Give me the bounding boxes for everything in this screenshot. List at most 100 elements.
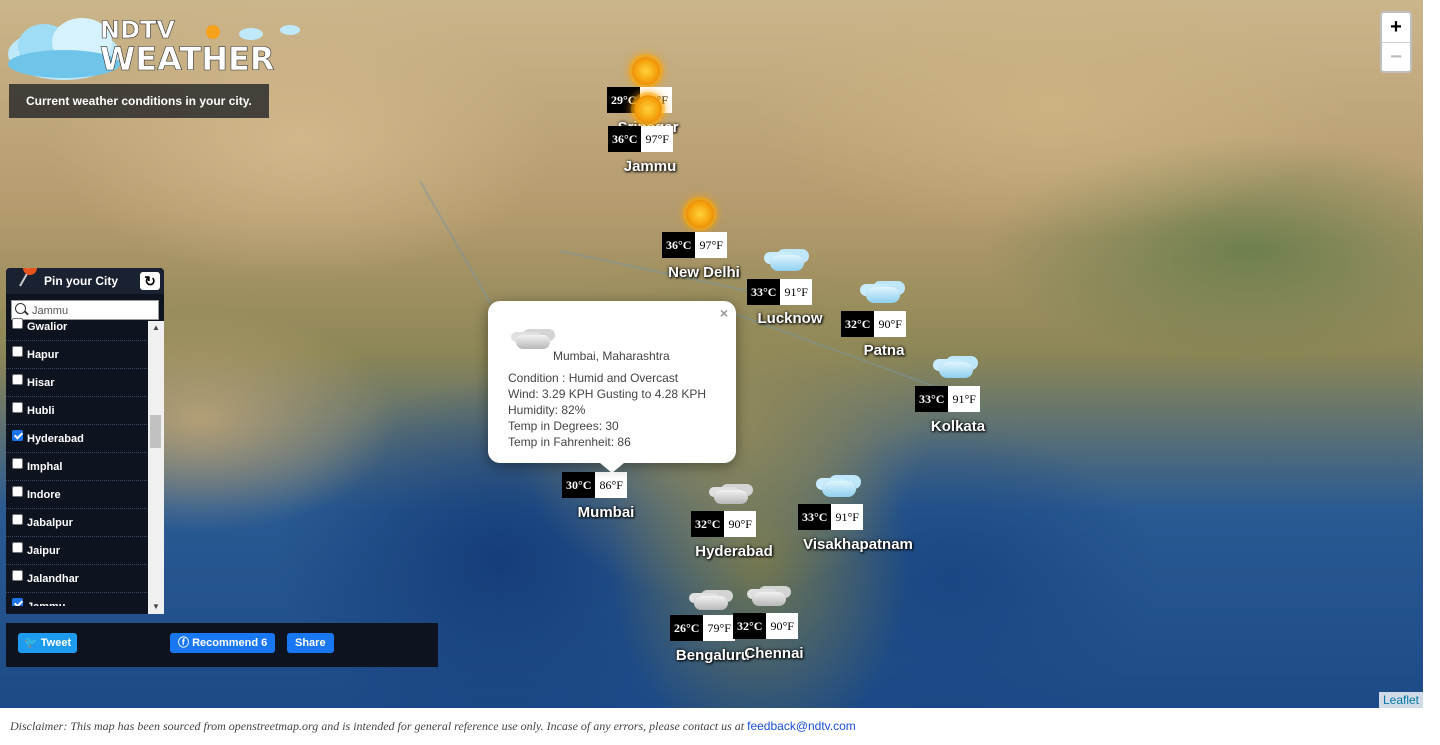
scroll-up-icon[interactable]: ▲ <box>152 323 160 332</box>
temp-box[interactable]: 36°C 97°F <box>662 232 727 258</box>
city-list-item[interactable]: Jaipur <box>6 537 147 565</box>
city-label[interactable]: Lucknow <box>757 310 823 327</box>
cloud-icon[interactable] <box>939 362 973 378</box>
city-list-item[interactable]: Hapur <box>6 341 147 369</box>
facebook-recommend-button[interactable]: ⓕ Recommend 6 <box>170 633 276 653</box>
temp-box[interactable]: 33°C 91°F <box>747 279 812 305</box>
city-list-label: Hisar <box>27 376 55 389</box>
overcast-icon[interactable] <box>694 596 728 610</box>
city-list-label: Jaipur <box>27 544 61 557</box>
city-list-label: Imphal <box>27 460 63 473</box>
recommend-label: Recommend 6 <box>192 637 268 649</box>
city-list-item[interactable]: Jabalpur <box>6 509 147 537</box>
popup-wind: Wind: 3.29 KPH Gusting to 4.28 KPH <box>508 387 707 401</box>
facebook-icon: ⓕ <box>178 637 189 649</box>
city-checkbox[interactable] <box>12 514 23 525</box>
temp-fahrenheit: 91°F <box>780 279 812 305</box>
city-checkbox[interactable] <box>12 542 23 553</box>
temp-box[interactable]: 32°C 90°F <box>733 613 798 639</box>
temp-box[interactable]: 30°C 86°F <box>562 472 627 498</box>
city-label[interactable]: Jammu <box>623 158 677 175</box>
city-checkbox[interactable] <box>12 458 23 469</box>
zoom-out-button[interactable]: − <box>1382 42 1410 72</box>
temp-fahrenheit: 79°F <box>703 615 735 641</box>
sun-icon[interactable] <box>632 57 660 85</box>
city-checkbox[interactable] <box>12 570 23 581</box>
temp-box[interactable]: 33°C 91°F <box>798 504 863 530</box>
city-list-item[interactable]: Jammu <box>6 593 147 606</box>
tweet-button[interactable]: 🐦 Tweet <box>18 633 78 653</box>
logo-cloud-icon <box>239 28 263 40</box>
city-list-item[interactable]: Hisar <box>6 369 147 397</box>
temp-fahrenheit: 90°F <box>766 613 798 639</box>
feedback-email-link[interactable]: feedback@ndtv.com <box>747 719 856 733</box>
temp-box[interactable]: 26°C 79°F <box>670 615 735 641</box>
city-list-item[interactable]: Jalandhar <box>6 565 147 593</box>
temp-fahrenheit: 97°F <box>695 232 727 258</box>
city-label[interactable]: Hyderabad <box>695 543 773 560</box>
city-search-input[interactable] <box>30 302 158 320</box>
scroll-down-icon[interactable]: ▼ <box>152 602 160 611</box>
city-list: Gwalior Hapur Hisar Hubli Hyderabad Imphal Ind… <box>6 313 147 606</box>
overcast-icon[interactable] <box>752 592 786 606</box>
city-checkbox[interactable] <box>12 402 23 413</box>
city-label[interactable]: Bengaluru <box>675 647 751 664</box>
city-list-item[interactable]: Hyderabad <box>6 425 147 453</box>
city-search-box[interactable] <box>11 300 159 320</box>
temp-box[interactable]: 32°C 90°F <box>691 511 756 537</box>
temp-fahrenheit: 90°F <box>724 511 756 537</box>
city-list-item[interactable]: Imphal <box>6 453 147 481</box>
zoom-in-button[interactable]: + <box>1390 16 1402 38</box>
river-line <box>419 180 501 321</box>
city-checkbox[interactable] <box>12 346 23 357</box>
pin-panel-title: Pin your City <box>44 274 119 288</box>
cloud-icon[interactable] <box>866 287 900 303</box>
city-checkbox[interactable] <box>12 430 23 441</box>
temp-celsius: 36°C <box>662 232 696 258</box>
leaflet-attribution-link[interactable]: Leaflet <box>1378 692 1423 708</box>
temp-box[interactable]: 32°C 90°F <box>841 311 906 337</box>
logo-brand: NDTV <box>100 16 175 44</box>
temp-celsius: 26°C <box>670 615 704 641</box>
city-checkbox[interactable] <box>12 318 23 329</box>
overcast-icon[interactable] <box>714 490 748 504</box>
city-list-label: Hyderabad <box>27 432 84 445</box>
city-label[interactable]: Mumbai <box>577 504 635 521</box>
facebook-share-button[interactable]: Share <box>287 633 334 653</box>
logo-product: WEATHER <box>100 40 275 78</box>
city-list-label: Jabalpur <box>27 516 73 529</box>
temp-celsius: 32°C <box>841 311 875 337</box>
temp-box[interactable]: 36°C 97°F <box>608 126 673 152</box>
ndtv-weather-logo[interactable]: NDTV WEATHER <box>4 8 304 84</box>
pin-city-panel: Pin your City ↻ Gwalior Hapur Hisar Hubli Hy… <box>6 268 164 614</box>
city-label[interactable]: New Delhi <box>668 264 740 281</box>
zoom-control: + − <box>1380 11 1412 73</box>
sun-icon[interactable] <box>686 200 714 228</box>
temp-fahrenheit: 91°F <box>831 504 863 530</box>
scroll-thumb[interactable] <box>150 415 161 448</box>
city-list-item[interactable]: Gwalior <box>6 313 147 341</box>
city-label[interactable]: Patna <box>863 342 905 359</box>
sun-icon[interactable] <box>634 95 662 123</box>
popup-close-button[interactable]: × <box>719 305 728 321</box>
city-label[interactable]: Kolkata <box>930 418 986 435</box>
city-list-item[interactable]: Indore <box>6 481 147 509</box>
popup-temp-fahrenheit: Temp in Fahrenheit: 86 <box>508 435 631 449</box>
refresh-icon[interactable]: ↻ <box>140 272 160 290</box>
city-list-item[interactable]: Hubli <box>6 397 147 425</box>
tagline: Current weather conditions in your city. <box>9 84 269 118</box>
cloud-icon[interactable] <box>822 481 856 497</box>
temp-celsius: 32°C <box>691 511 725 537</box>
city-label[interactable]: Visakhapatnam <box>803 536 913 553</box>
temp-box[interactable]: 33°C 91°F <box>915 386 980 412</box>
city-label[interactable]: Chennai <box>744 645 804 662</box>
city-list-label: Gwalior <box>27 320 68 333</box>
weather-map[interactable]: NDTV WEATHER Current weather conditions … <box>0 0 1423 708</box>
city-list-label: Jammu <box>27 601 66 607</box>
city-list-scrollbar[interactable]: ▲ ▼ <box>148 321 164 614</box>
city-checkbox[interactable] <box>12 374 23 385</box>
city-checkbox[interactable] <box>12 598 23 606</box>
cloud-icon[interactable] <box>770 255 804 271</box>
city-checkbox[interactable] <box>12 486 23 497</box>
city-list-label: Hapur <box>27 348 59 361</box>
